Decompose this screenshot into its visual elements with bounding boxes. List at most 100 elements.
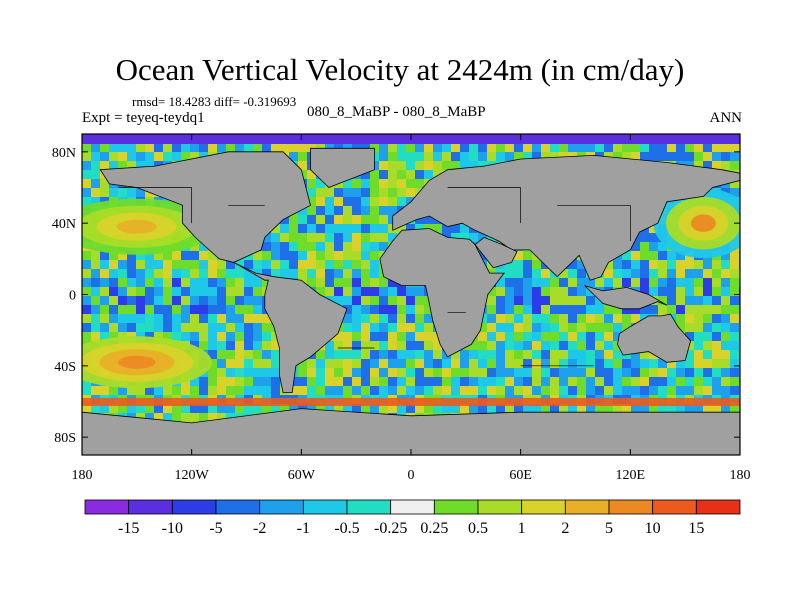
colorbar-label: 5 (605, 520, 613, 537)
field-cell (163, 278, 172, 287)
field-cell (118, 296, 127, 305)
field-cell (721, 332, 730, 341)
field-cell (415, 296, 424, 305)
field-cell (676, 269, 685, 278)
field-cell (208, 413, 217, 422)
field-cell (415, 341, 424, 350)
field-cell (604, 341, 613, 350)
field-cell (694, 260, 703, 269)
field-cell (388, 233, 397, 242)
field-cell (721, 305, 730, 314)
field-cell (343, 215, 352, 224)
field-cell (550, 278, 559, 287)
field-cell (505, 350, 514, 359)
field-cell (712, 377, 721, 386)
field-cell (316, 197, 325, 206)
field-cell (712, 386, 721, 395)
field-cell (181, 305, 190, 314)
field-cell (154, 314, 163, 323)
field-cell (379, 341, 388, 350)
field-cell (496, 386, 505, 395)
field-cell (136, 278, 145, 287)
field-cell (721, 143, 730, 152)
field-cell (82, 269, 91, 278)
field-cell (595, 386, 604, 395)
field-cell (532, 287, 541, 296)
field-cell (703, 332, 712, 341)
field-cell (253, 377, 262, 386)
field-cell (100, 278, 109, 287)
field-cell (469, 359, 478, 368)
field-cell (667, 278, 676, 287)
field-cell (523, 296, 532, 305)
field-cell (118, 386, 127, 395)
colorbar-swatch (477, 499, 523, 515)
field-cell (226, 260, 235, 269)
field-cell (271, 251, 280, 260)
field-cell (154, 143, 163, 152)
field-cell (550, 314, 559, 323)
field-cell (469, 233, 478, 242)
field-cell (721, 287, 730, 296)
field-cell (424, 332, 433, 341)
field-cell (235, 350, 244, 359)
field-cell (100, 386, 109, 395)
field-cell (397, 341, 406, 350)
field-cell (694, 404, 703, 413)
field-cell (154, 323, 163, 332)
field-cell (397, 332, 406, 341)
field-cell (424, 368, 433, 377)
field-cell (226, 359, 235, 368)
field-cell (388, 287, 397, 296)
field-cell (676, 296, 685, 305)
field-cell (640, 368, 649, 377)
field-cell (505, 152, 514, 161)
field-cell (703, 305, 712, 314)
field-cell (100, 152, 109, 161)
field-cell (442, 404, 451, 413)
field-cell (730, 260, 739, 269)
field-cell (91, 404, 100, 413)
field-cell (451, 233, 460, 242)
field-cell (496, 287, 505, 296)
field-cell (649, 260, 658, 269)
field-cell (541, 323, 550, 332)
field-cell (379, 314, 388, 323)
field-cell (82, 296, 91, 305)
field-cell (325, 287, 334, 296)
field-cell (181, 296, 190, 305)
field-cell (676, 251, 685, 260)
field-cell (190, 386, 199, 395)
field-cell (523, 143, 532, 152)
field-cell (595, 323, 604, 332)
field-cell (91, 170, 100, 179)
field-cell (640, 242, 649, 251)
field-cell (352, 404, 361, 413)
field-cell (262, 332, 271, 341)
field-cell (523, 332, 532, 341)
field-cell (271, 224, 280, 233)
field-cell (217, 287, 226, 296)
field-cell (181, 269, 190, 278)
field-cell (469, 368, 478, 377)
field-cell (118, 152, 127, 161)
field-cell (154, 260, 163, 269)
field-cell (595, 368, 604, 377)
field-cell (487, 323, 496, 332)
field-cell (190, 296, 199, 305)
field-cell (622, 404, 631, 413)
field-cell (406, 197, 415, 206)
field-cell (442, 161, 451, 170)
lon-tick-label: 60W (288, 468, 316, 483)
field-cell (613, 377, 622, 386)
field-cell (253, 386, 262, 395)
field-cell (244, 404, 253, 413)
field-cell (640, 233, 649, 242)
field-cell (388, 341, 397, 350)
field-cell (496, 377, 505, 386)
field-cell (415, 404, 424, 413)
field-cell (568, 323, 577, 332)
field-cell (604, 359, 613, 368)
field-cell (82, 188, 91, 197)
field-cell (631, 377, 640, 386)
